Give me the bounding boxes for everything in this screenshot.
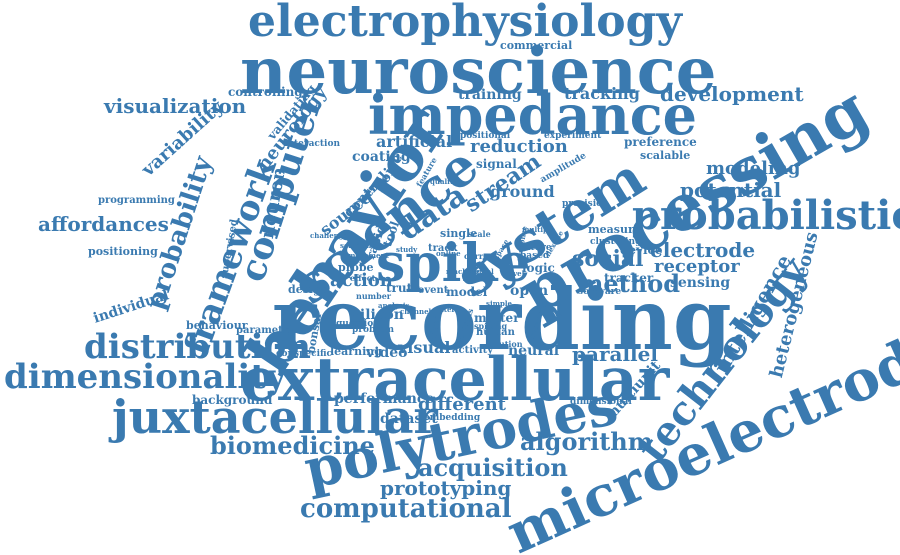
word-spiking: spiking bbox=[474, 322, 507, 330]
word-probabilistic: probabilistic bbox=[632, 196, 900, 236]
word-scientific: scientific bbox=[340, 242, 376, 249]
word-positioning: positioning bbox=[88, 246, 158, 257]
word-number: number bbox=[356, 292, 391, 300]
word-open: open bbox=[510, 284, 548, 298]
word-controlling: controlling bbox=[228, 86, 303, 98]
word-dimensional: dimensional bbox=[570, 398, 632, 407]
word-embedding: embedding bbox=[424, 414, 480, 423]
word-truth: truth bbox=[386, 282, 421, 294]
word-device: device bbox=[620, 244, 663, 256]
word-training: training bbox=[458, 88, 522, 102]
word-parallel: parallel bbox=[572, 344, 658, 364]
word-study: study bbox=[396, 246, 417, 253]
word-performance: performance bbox=[334, 392, 434, 406]
word-experiment: experiment bbox=[544, 132, 601, 141]
word-potential: potential bbox=[680, 180, 781, 200]
word-algorithm: algorithm bbox=[520, 430, 653, 454]
word-development: development bbox=[660, 84, 804, 104]
word-machine: machine bbox=[446, 268, 480, 275]
word-problem: problem bbox=[352, 326, 394, 335]
word-modeling: modeling bbox=[706, 160, 800, 178]
word-precision: precision bbox=[562, 200, 609, 209]
word-sensing: sensing bbox=[670, 276, 730, 290]
word-tracking: tracking bbox=[564, 86, 640, 102]
word-model: model bbox=[446, 286, 487, 298]
word-parametric: parametric bbox=[236, 326, 298, 336]
word-software: software bbox=[578, 288, 621, 297]
word-design: design bbox=[288, 284, 329, 295]
word-background: background bbox=[192, 394, 272, 406]
word-prototyping: prototyping bbox=[380, 478, 511, 498]
word-interaction: interaction bbox=[284, 140, 340, 149]
word-programming: programming bbox=[98, 196, 175, 206]
word-event: event bbox=[418, 286, 448, 296]
word-scale: scale bbox=[468, 230, 491, 238]
word-level: level bbox=[506, 270, 524, 277]
word-tracker: tracker bbox=[604, 272, 653, 284]
word-effect: effect bbox=[350, 274, 375, 282]
word-signal: signal bbox=[476, 158, 517, 170]
word-affordances: affordances bbox=[38, 214, 169, 234]
word-online: online bbox=[436, 250, 461, 257]
word-biomedicine: biomedicine bbox=[210, 434, 375, 458]
word-challenge: challenge bbox=[310, 232, 348, 239]
word-measure: measure bbox=[588, 224, 641, 235]
word-solution: solution bbox=[486, 340, 523, 348]
word-learning: learning bbox=[330, 346, 382, 357]
word-movement: movement bbox=[348, 252, 389, 259]
word-preference: preference bbox=[624, 136, 697, 148]
word-simple: simple bbox=[486, 300, 512, 307]
word-scalable: scalable bbox=[640, 150, 690, 161]
word-receptor: receptor bbox=[654, 258, 740, 276]
word-positional: positional bbox=[460, 132, 510, 141]
word-logic: logic bbox=[522, 262, 555, 274]
word-filter: filter bbox=[436, 306, 455, 313]
word-ground: ground bbox=[490, 184, 555, 200]
word-quality: quality bbox=[430, 178, 457, 185]
word-channel: channel bbox=[400, 308, 431, 315]
word-probe: probe bbox=[338, 262, 374, 273]
word-commercial: commercial bbox=[500, 40, 572, 51]
word-artificial: artificial bbox=[376, 134, 452, 150]
